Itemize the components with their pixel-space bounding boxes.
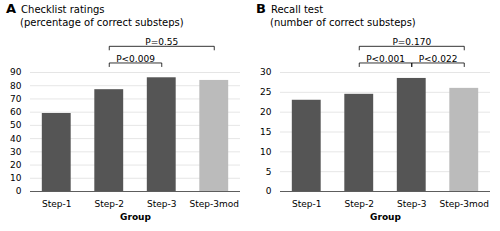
svg-text:Step-3: Step-3 <box>397 199 426 209</box>
svg-text:70: 70 <box>10 94 22 104</box>
html-text:(percentage of correct substep: (percentage of correct substeps) <box>20 17 184 28</box>
html-text:B Recall test: B Recall test <box>256 1 324 16</box>
svg-text:0: 0 <box>16 186 22 196</box>
svg-text:10: 10 <box>10 173 22 183</box>
svg-text:30: 30 <box>10 147 22 157</box>
svg-text:0: 0 <box>266 186 272 196</box>
svg-text:P=0.55: P=0.55 <box>145 37 178 47</box>
svg-text:Step-1: Step-1 <box>42 199 71 209</box>
svg-text:Group: Group <box>120 212 151 222</box>
svg-text:P<0.009: P<0.009 <box>116 54 155 64</box>
svg-text:P<0.022: P<0.022 <box>419 54 458 64</box>
svg-text:15: 15 <box>260 127 271 137</box>
svg-text:Step-3mod: Step-3mod <box>440 199 489 209</box>
svg-text:P=0.170: P=0.170 <box>392 37 431 47</box>
svg-text:20: 20 <box>10 160 22 170</box>
svg-text:P<0.001: P<0.001 <box>366 54 405 64</box>
svg-text:Step-3mod: Step-3mod <box>190 199 239 209</box>
svg-text:60: 60 <box>10 107 22 117</box>
svg-text:90: 90 <box>10 67 22 77</box>
svg-text:Step-2: Step-2 <box>95 199 124 209</box>
svg-text:50: 50 <box>10 120 22 130</box>
svg-text:25: 25 <box>260 87 271 97</box>
html-text:A Checklist ratings: A Checklist ratings <box>6 1 105 16</box>
svg-text:Group: Group <box>370 212 401 222</box>
svg-text:5: 5 <box>266 167 272 177</box>
svg-text:Step-1: Step-1 <box>292 199 321 209</box>
svg-text:20: 20 <box>260 107 272 117</box>
svg-text:80: 80 <box>10 81 22 91</box>
svg-text:30: 30 <box>260 67 272 77</box>
svg-text:40: 40 <box>10 133 22 143</box>
svg-text:10: 10 <box>260 147 272 157</box>
svg-text:Step-2: Step-2 <box>345 199 374 209</box>
html-text:(number of correct substeps): (number of correct substeps) <box>270 17 416 28</box>
svg-text:Step-3: Step-3 <box>147 199 176 209</box>
